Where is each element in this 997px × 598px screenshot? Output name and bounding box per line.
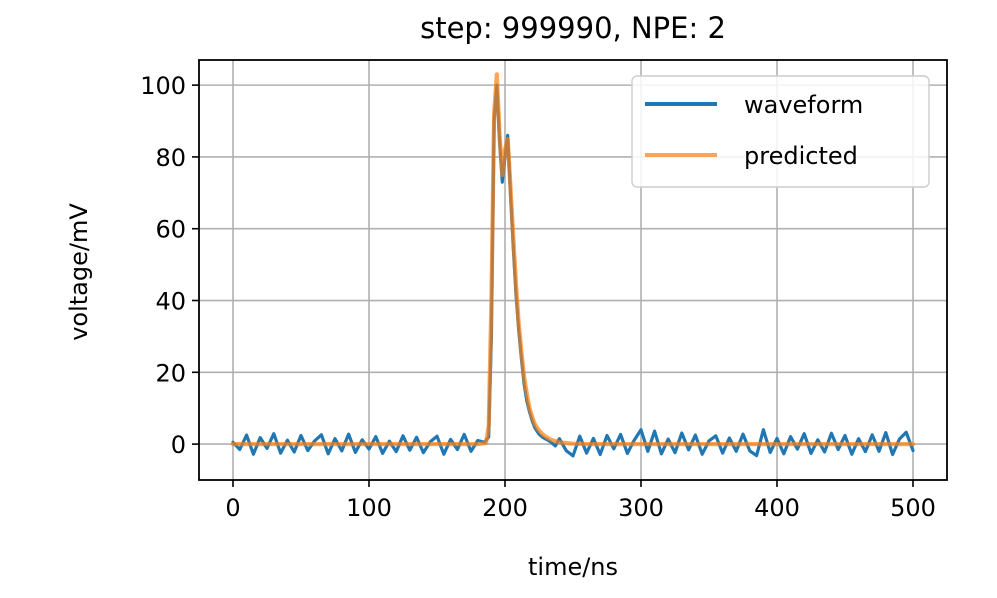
y-axis-label: voltage/mV	[65, 203, 93, 341]
x-axis-label: time/ns	[528, 553, 618, 581]
x-tick-label: 200	[482, 494, 528, 522]
legend: waveform predicted	[631, 75, 930, 188]
y-tick-label: 80	[155, 144, 186, 172]
series-line-waveform	[231, 83, 915, 458]
x-tick-label: 400	[754, 494, 800, 522]
y-tick-label: 20	[155, 359, 186, 387]
x-axis-ticks: 0 100 200 300 400 500	[225, 480, 936, 522]
y-tick-label: 0	[171, 431, 186, 459]
x-tick-label: 300	[618, 494, 664, 522]
y-axis-ticks: 0 20 40 60 80 100	[140, 72, 199, 459]
x-tick-label: 500	[890, 494, 936, 522]
axes-frame	[198, 59, 948, 481]
series-line-predicted	[230, 72, 916, 447]
y-tick-label: 40	[155, 288, 186, 316]
x-tick-label: 0	[225, 494, 240, 522]
x-tick-label: 100	[346, 494, 392, 522]
chart-title: step: 999990, NPE: 2	[420, 11, 726, 45]
legend-label-waveform: waveform	[744, 91, 863, 119]
legend-label-predicted: predicted	[744, 142, 858, 170]
y-tick-label: 100	[140, 72, 186, 100]
plot-area	[230, 72, 916, 458]
y-tick-label: 60	[155, 216, 186, 244]
